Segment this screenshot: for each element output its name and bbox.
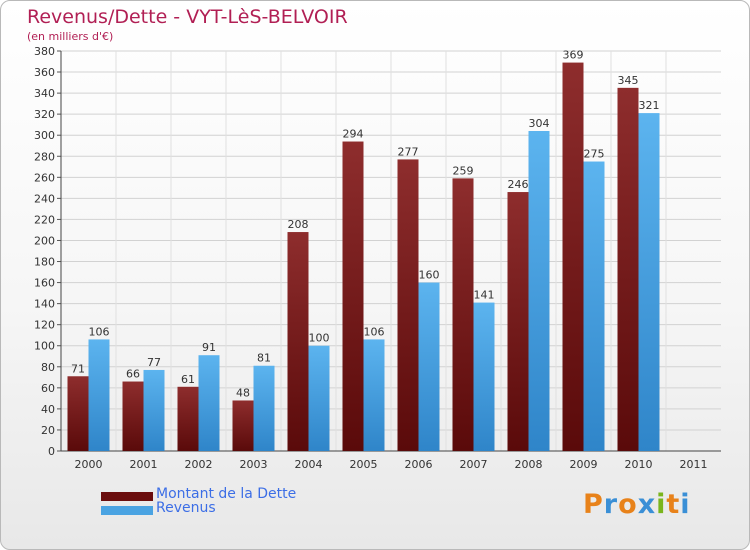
bar-revenus — [363, 339, 385, 451]
y-tick-label: 160 — [34, 277, 55, 290]
y-tick-label: 0 — [48, 445, 55, 458]
bar-dette — [397, 159, 419, 451]
y-tick-label: 180 — [34, 256, 55, 269]
bar-value-label: 141 — [474, 289, 495, 302]
bar-value-label: 321 — [639, 99, 660, 112]
bar-revenus — [473, 302, 495, 451]
bar-dette — [342, 141, 364, 452]
x-tick-label: 2009 — [570, 458, 598, 471]
bar-revenus — [253, 365, 275, 451]
bar-value-label: 71 — [71, 362, 85, 375]
y-tick-label: 20 — [41, 424, 55, 437]
bar-value-label: 160 — [419, 269, 440, 282]
y-tick-label: 80 — [41, 361, 55, 374]
bar-dette — [562, 62, 584, 451]
bar-revenus — [88, 339, 110, 451]
bar-value-label: 106 — [364, 325, 385, 338]
bar-value-label: 304 — [529, 117, 550, 130]
bar-dette — [177, 386, 199, 451]
x-tick-label: 2007 — [460, 458, 488, 471]
y-tick-label: 260 — [34, 171, 55, 184]
bar-revenus — [418, 282, 440, 451]
y-tick-label: 380 — [34, 45, 55, 58]
y-tick-label: 100 — [34, 340, 55, 353]
y-tick-label: 120 — [34, 319, 55, 332]
bar-value-label: 246 — [508, 178, 529, 191]
x-tick-label: 2001 — [130, 458, 158, 471]
y-tick-label: 220 — [34, 213, 55, 226]
bar-value-label: 77 — [147, 356, 161, 369]
bar-revenus — [143, 369, 165, 451]
logo-letter: i — [656, 489, 667, 520]
bar-value-label: 48 — [236, 386, 250, 399]
bar-value-label: 61 — [181, 373, 195, 386]
bar-value-label: 369 — [563, 49, 584, 62]
x-tick-label: 2010 — [625, 458, 653, 471]
bar-dette — [67, 376, 89, 451]
logo-letter: i — [680, 489, 691, 520]
y-tick-label: 240 — [34, 192, 55, 205]
x-tick-label: 2004 — [295, 458, 323, 471]
x-tick-label: 2003 — [240, 458, 268, 471]
y-tick-label: 360 — [34, 66, 55, 79]
x-tick-label: 2005 — [350, 458, 378, 471]
bar-value-label: 277 — [398, 145, 419, 158]
chart-subtitle: (en milliers d'€) — [27, 30, 114, 43]
bar-dette — [452, 178, 474, 452]
y-tick-label: 60 — [41, 382, 55, 395]
bar-value-label: 81 — [257, 352, 271, 365]
bar-value-label: 275 — [584, 148, 605, 161]
x-tick-label: 2008 — [515, 458, 543, 471]
bar-value-label: 294 — [343, 128, 364, 141]
y-tick-label: 320 — [34, 108, 55, 121]
bar-dette — [617, 87, 639, 451]
bar-revenus — [528, 131, 550, 451]
bar-value-label: 106 — [89, 325, 110, 338]
bar-value-label: 345 — [618, 74, 639, 87]
bar-value-label: 100 — [309, 332, 330, 345]
legend-label-revenus: Revenus — [156, 500, 216, 516]
legend-swatch-revenus — [101, 506, 153, 515]
logo-letter: r — [603, 489, 619, 520]
bar-value-label: 66 — [126, 368, 140, 381]
y-tick-label: 140 — [34, 298, 55, 311]
bar-revenus — [308, 345, 330, 451]
y-tick-label: 300 — [34, 129, 55, 142]
logo-letter: o — [618, 489, 638, 520]
logo-letter: t — [666, 489, 681, 520]
proxiti-logo: Proxiti — [583, 489, 691, 520]
logo-letter: x — [637, 489, 657, 520]
x-tick-label: 2000 — [75, 458, 103, 471]
x-tick-label: 2002 — [185, 458, 213, 471]
y-tick-label: 280 — [34, 150, 55, 163]
bar-value-label: 208 — [288, 218, 309, 231]
bar-dette — [122, 381, 144, 451]
bar-value-label: 91 — [202, 341, 216, 354]
logo-letter: P — [583, 489, 604, 520]
bar-revenus — [198, 355, 220, 451]
bar-dette — [232, 400, 254, 451]
y-tick-label: 40 — [41, 403, 55, 416]
bar-value-label: 259 — [453, 164, 474, 177]
bar-dette — [287, 232, 309, 451]
chart-title: Revenus/Dette - VYT-LèS-BELVOIR — [27, 6, 348, 28]
x-tick-label: 2011 — [680, 458, 708, 471]
y-tick-label: 200 — [34, 234, 55, 247]
bar-revenus — [583, 161, 605, 452]
y-tick-label: 340 — [34, 87, 55, 100]
bar-revenus — [638, 113, 660, 452]
x-tick-label: 2006 — [405, 458, 433, 471]
legend-swatch-dette — [101, 492, 153, 501]
bar-dette — [507, 192, 529, 452]
legend-label-dette: Montant de la Dette — [156, 486, 297, 502]
